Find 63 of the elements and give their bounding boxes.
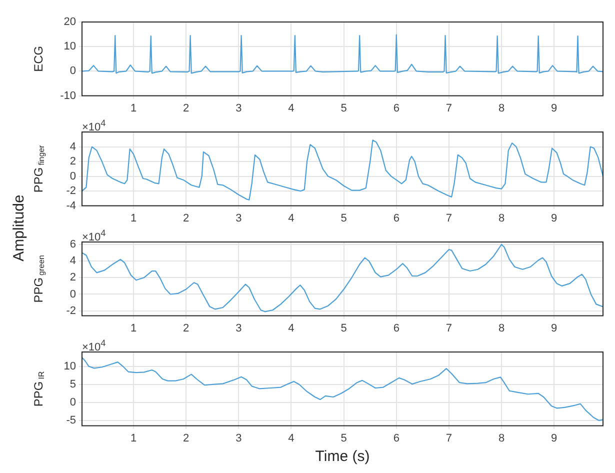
y-tick-label: 6 xyxy=(70,238,76,251)
y-tick-label: 5 xyxy=(70,378,76,390)
y-tick-label: 20 xyxy=(64,16,76,28)
x-tick-label: 9 xyxy=(551,102,558,114)
y-tick-label: 0 xyxy=(70,65,76,78)
y-tick-label: 2 xyxy=(70,156,76,168)
x-tick-label: 7 xyxy=(446,102,452,114)
y-tick-label: -2 xyxy=(66,185,76,198)
text: Amplitude xyxy=(10,194,28,262)
x-tick-label: 9 xyxy=(551,322,558,334)
y-tick-label: 10 xyxy=(64,360,76,372)
x-tick-label: 2 xyxy=(183,102,190,114)
x-tick-label: 8 xyxy=(498,212,505,224)
x-tick-label: 9 xyxy=(551,212,558,224)
x-tick-label: 1 xyxy=(130,432,137,444)
y-tick-label: 0 xyxy=(70,396,76,408)
x-tick-label: 4 xyxy=(288,322,294,334)
y-tick-label: 0 xyxy=(70,170,76,182)
y-tick-label: -10 xyxy=(60,90,76,102)
x-tick-label: 4 xyxy=(288,432,294,444)
x-tick-label: 1 xyxy=(130,102,137,114)
y-tick-label: 2 xyxy=(70,272,76,284)
x-tick-label: 5 xyxy=(340,322,347,334)
x-tick-label: 7 xyxy=(446,322,452,334)
x-tick-label: 7 xyxy=(446,212,452,224)
y-tick-label: -5 xyxy=(66,414,76,426)
x-tick-label: 3 xyxy=(236,212,242,224)
annotation: ×10$^{4}$ xyxy=(82,338,106,354)
y-tick-label: -2 xyxy=(66,304,76,317)
y-tick-label: 0 xyxy=(70,288,76,300)
x-tick-label: 8 xyxy=(498,322,505,334)
x-tick-label: 4 xyxy=(288,212,294,224)
x-tick-label: 2 xyxy=(183,432,190,444)
y-tick-label: 10 xyxy=(64,40,76,53)
x-tick-label: 9 xyxy=(551,432,558,444)
x-tick-label: 1 xyxy=(130,322,137,334)
x-tick-label: 1 xyxy=(130,212,137,224)
y-axis-title: PPGgreen xyxy=(31,254,46,303)
x-tick-label: 7 xyxy=(446,432,452,444)
y-tick-label: 4 xyxy=(70,255,76,268)
x-tick-label: 5 xyxy=(340,102,347,114)
annotation: ×10$^{4}$ xyxy=(82,228,106,244)
x-tick-label: 8 xyxy=(498,432,505,444)
x-tick-label: 6 xyxy=(393,322,400,334)
x-tick-label: 2 xyxy=(183,212,190,224)
x-tick-label: 5 xyxy=(340,212,347,224)
y-axis-title: PPGfinger xyxy=(31,144,46,193)
y-axis-title: ECG xyxy=(31,46,46,72)
x-tick-label: 3 xyxy=(236,102,242,114)
annotation: ×10$^{4}$ xyxy=(82,118,106,134)
x-tick-label: 8 xyxy=(498,102,505,114)
x-tick-label: 6 xyxy=(393,212,400,224)
x-tick-label: 3 xyxy=(236,432,242,444)
x-tick-label: 6 xyxy=(393,102,400,114)
y-tick-label: -4 xyxy=(66,200,76,212)
x-axis-title: Time (s) xyxy=(314,448,371,465)
x-tick-label: 4 xyxy=(288,102,294,114)
x-tick-label: 5 xyxy=(340,432,347,444)
x-tick-label: 2 xyxy=(183,322,190,334)
y-tick-label: 4 xyxy=(70,140,76,153)
x-tick-label: 6 xyxy=(393,432,400,444)
y-axis-title: PPGIR xyxy=(31,371,46,407)
x-tick-label: 3 xyxy=(236,322,242,334)
